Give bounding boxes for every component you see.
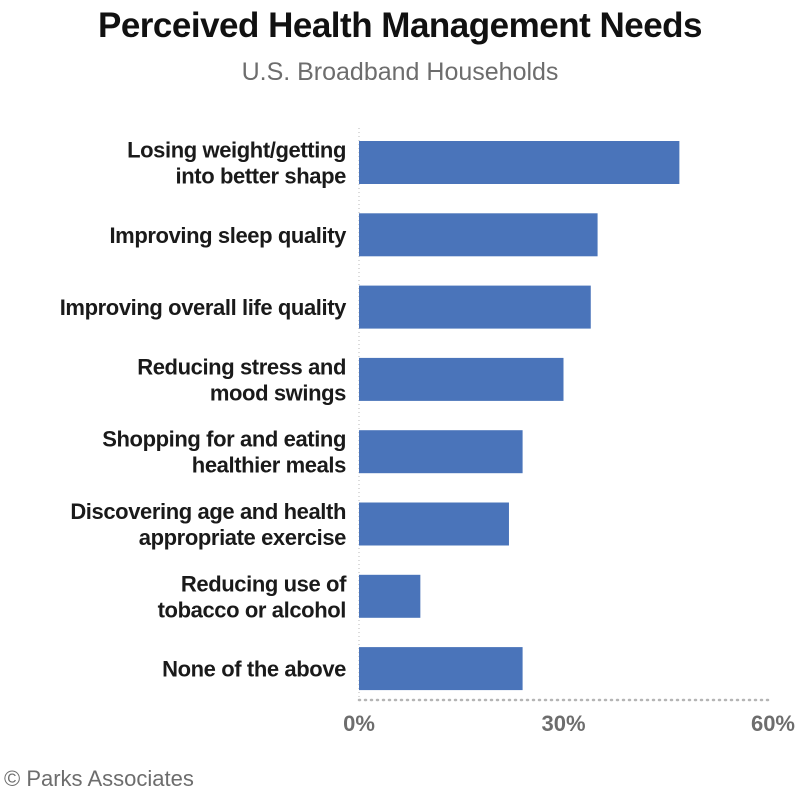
category-label: mood swings	[210, 380, 346, 405]
x-tick-label: 0%	[343, 711, 375, 736]
category-label: Reducing use of	[181, 571, 347, 596]
copyright-credit: © Parks Associates	[4, 766, 194, 791]
category-label: None of the above	[162, 657, 346, 682]
bar	[359, 502, 509, 546]
category-label: Improving overall life quality	[60, 295, 347, 320]
chart-title: Perceived Health Management Needs	[97, 6, 703, 45]
bar	[359, 213, 598, 257]
chart-subtitle: U.S. Broadband Households	[241, 58, 559, 86]
bar	[359, 574, 421, 618]
bar	[359, 430, 523, 474]
x-tick-label: 60%	[751, 711, 795, 736]
category-label: tobacco or alcohol	[158, 597, 346, 622]
category-label: Losing weight/getting	[127, 138, 346, 163]
bar	[359, 647, 523, 691]
bar	[359, 357, 564, 401]
category-label: healthier meals	[192, 453, 346, 478]
category-label: into better shape	[176, 164, 347, 189]
category-label: Discovering age and health	[70, 499, 346, 524]
category-label: Reducing stress and	[137, 354, 346, 379]
category-label: Improving sleep quality	[109, 223, 347, 248]
category-label: appropriate exercise	[139, 525, 346, 550]
bar	[359, 141, 680, 184]
category-label: Shopping for and eating	[102, 427, 346, 452]
bar	[359, 285, 591, 329]
x-tick-label: 30%	[541, 711, 585, 736]
